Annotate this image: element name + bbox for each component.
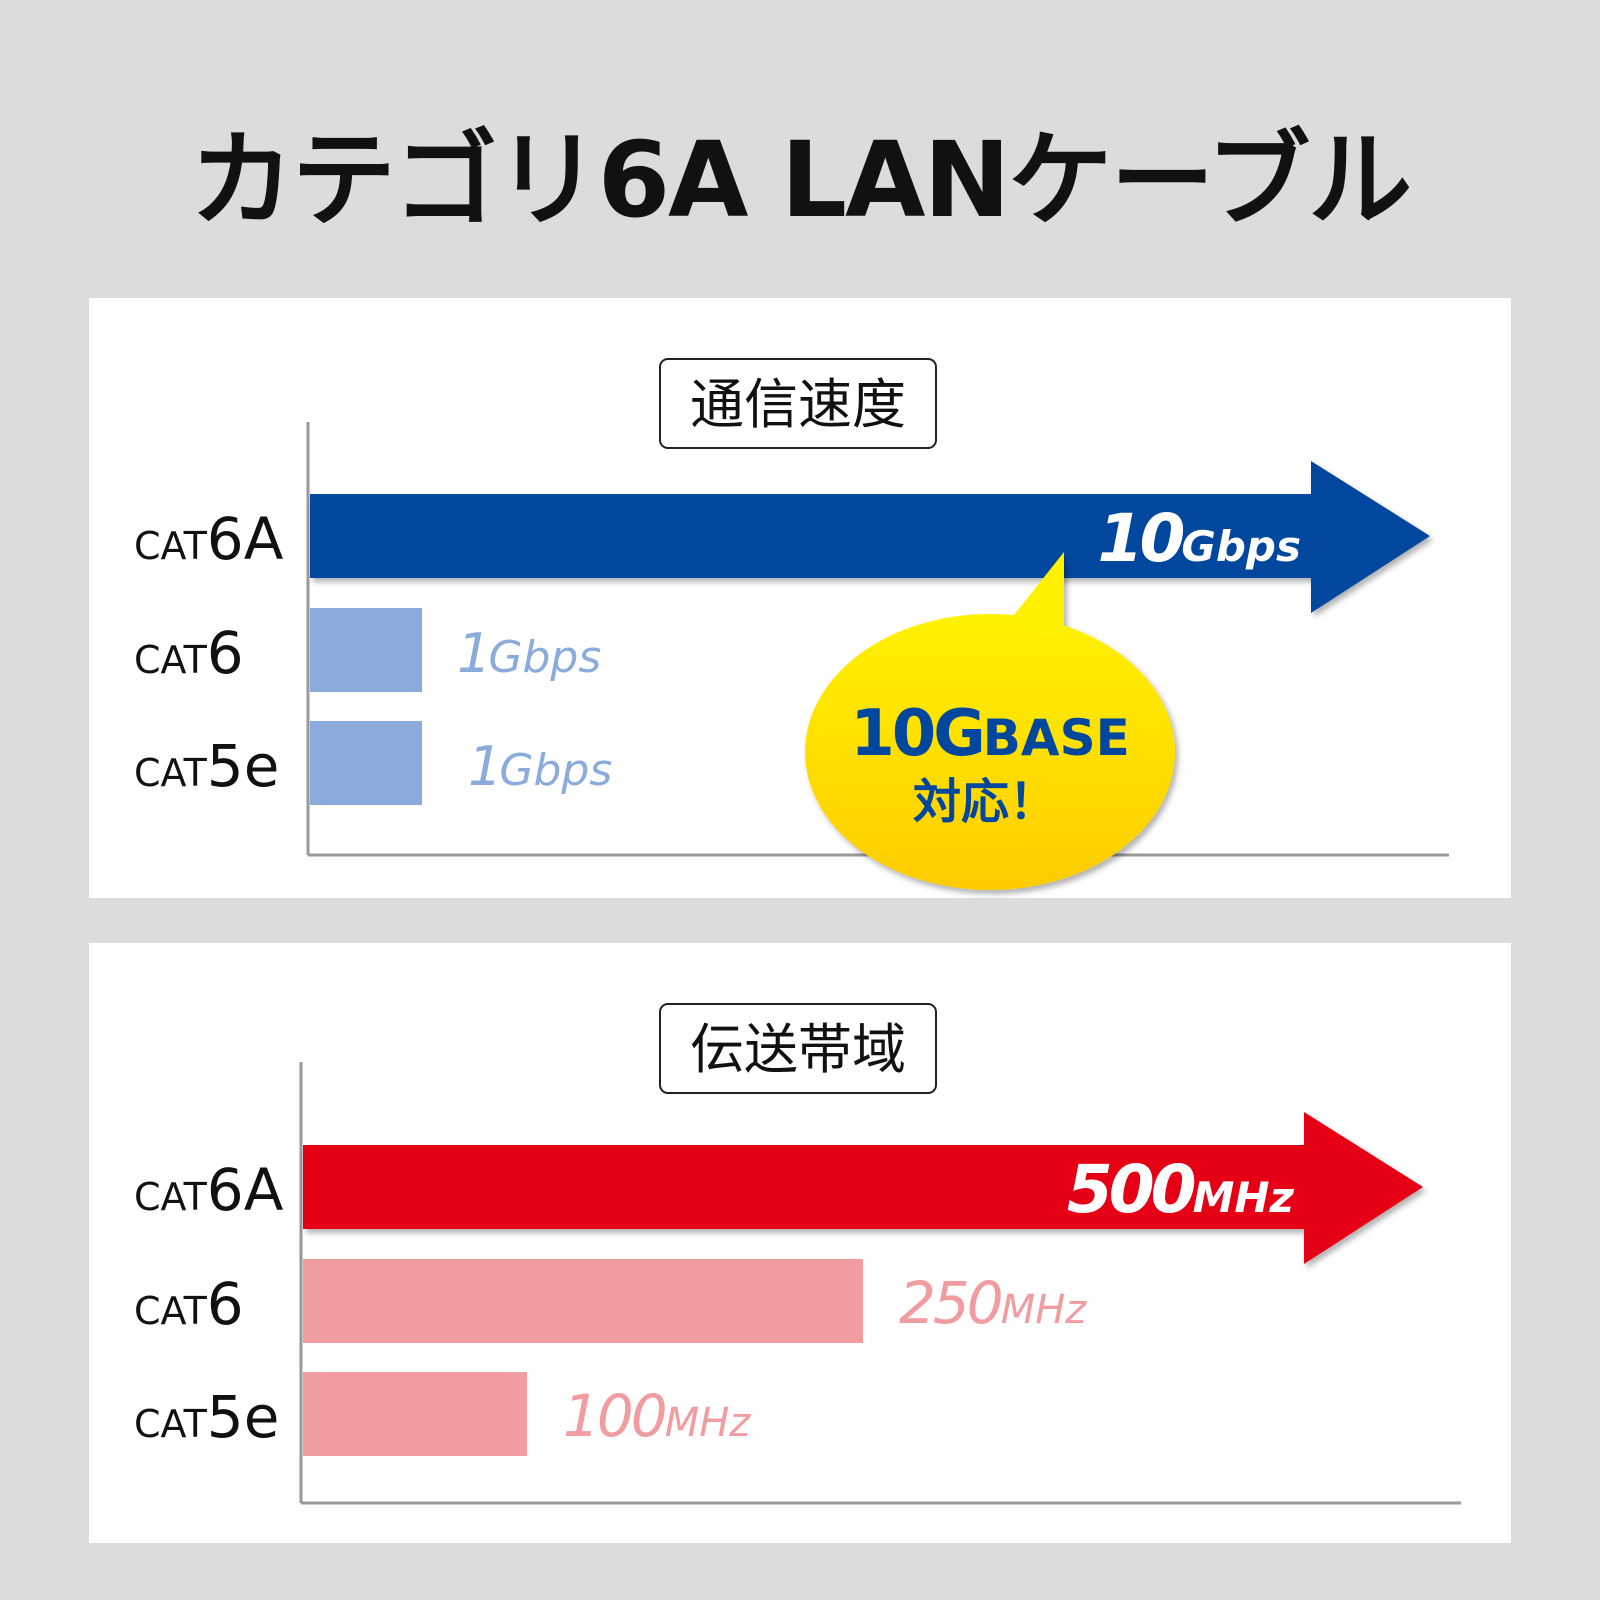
category-suffix: 5e — [207, 1383, 280, 1451]
category-label: CAT6A — [134, 505, 284, 573]
chart-title: 通信速度 — [690, 373, 906, 436]
bar-arrow — [303, 1112, 1423, 1264]
data-label: 100MHz — [563, 1382, 751, 1450]
main-title: カテゴリ6A LANケーブル — [189, 119, 1413, 241]
callout-line1: 10GBASE — [850, 697, 1130, 771]
data-label-value: 1 — [468, 735, 499, 798]
data-label-value: 250 — [899, 1269, 1001, 1337]
data-label: 500MHz — [1067, 1151, 1295, 1228]
category-prefix: CAT — [134, 1289, 208, 1333]
data-label-unit: MHz — [665, 1400, 752, 1446]
chart-title-box — [659, 358, 937, 449]
data-label-value: 1 — [457, 622, 488, 685]
data-label: 1Gbps — [457, 622, 601, 685]
data-label-value: 10 — [1098, 500, 1184, 577]
data-label-unit: Gbps — [488, 632, 601, 683]
data-label: 10Gbps — [1098, 500, 1301, 577]
category-prefix: CAT — [134, 751, 208, 795]
data-label: 250MHz — [899, 1269, 1087, 1337]
data-label-unit: MHz — [1193, 1173, 1295, 1222]
data-label-unit: Gbps — [1181, 522, 1301, 571]
bar — [303, 1372, 527, 1456]
category-prefix: CAT — [134, 524, 208, 568]
category-suffix: 6 — [207, 1270, 244, 1338]
category-suffix: 6A — [207, 505, 284, 573]
data-label: 1Gbps — [468, 735, 612, 798]
category-label: CAT5e — [134, 732, 279, 800]
category-label: CAT6 — [134, 1270, 244, 1338]
category-suffix: 6A — [207, 1156, 284, 1224]
bar — [310, 608, 422, 692]
bar — [303, 1259, 863, 1343]
category-label: CAT6A — [134, 1156, 284, 1224]
callout-tail-fill — [1010, 552, 1064, 640]
callout-line2: 対応！ — [913, 774, 1057, 830]
category-prefix: CAT — [134, 1402, 208, 1446]
data-label-unit: MHz — [1001, 1287, 1088, 1333]
category-prefix: CAT — [134, 1175, 208, 1219]
category-suffix: 6 — [207, 619, 244, 687]
category-suffix: 5e — [207, 732, 280, 800]
category-label: CAT6 — [134, 619, 244, 687]
data-label-value: 500 — [1067, 1151, 1195, 1228]
bar-arrow — [310, 461, 1430, 613]
data-label-unit: Gbps — [499, 745, 612, 796]
data-label-value: 100 — [563, 1382, 665, 1450]
callout-ellipse — [805, 614, 1175, 890]
bar — [310, 721, 422, 805]
chart-title-box — [659, 1003, 937, 1094]
chart-title: 伝送帯域 — [690, 1018, 906, 1081]
category-prefix: CAT — [134, 638, 208, 682]
category-label: CAT5e — [134, 1383, 279, 1451]
